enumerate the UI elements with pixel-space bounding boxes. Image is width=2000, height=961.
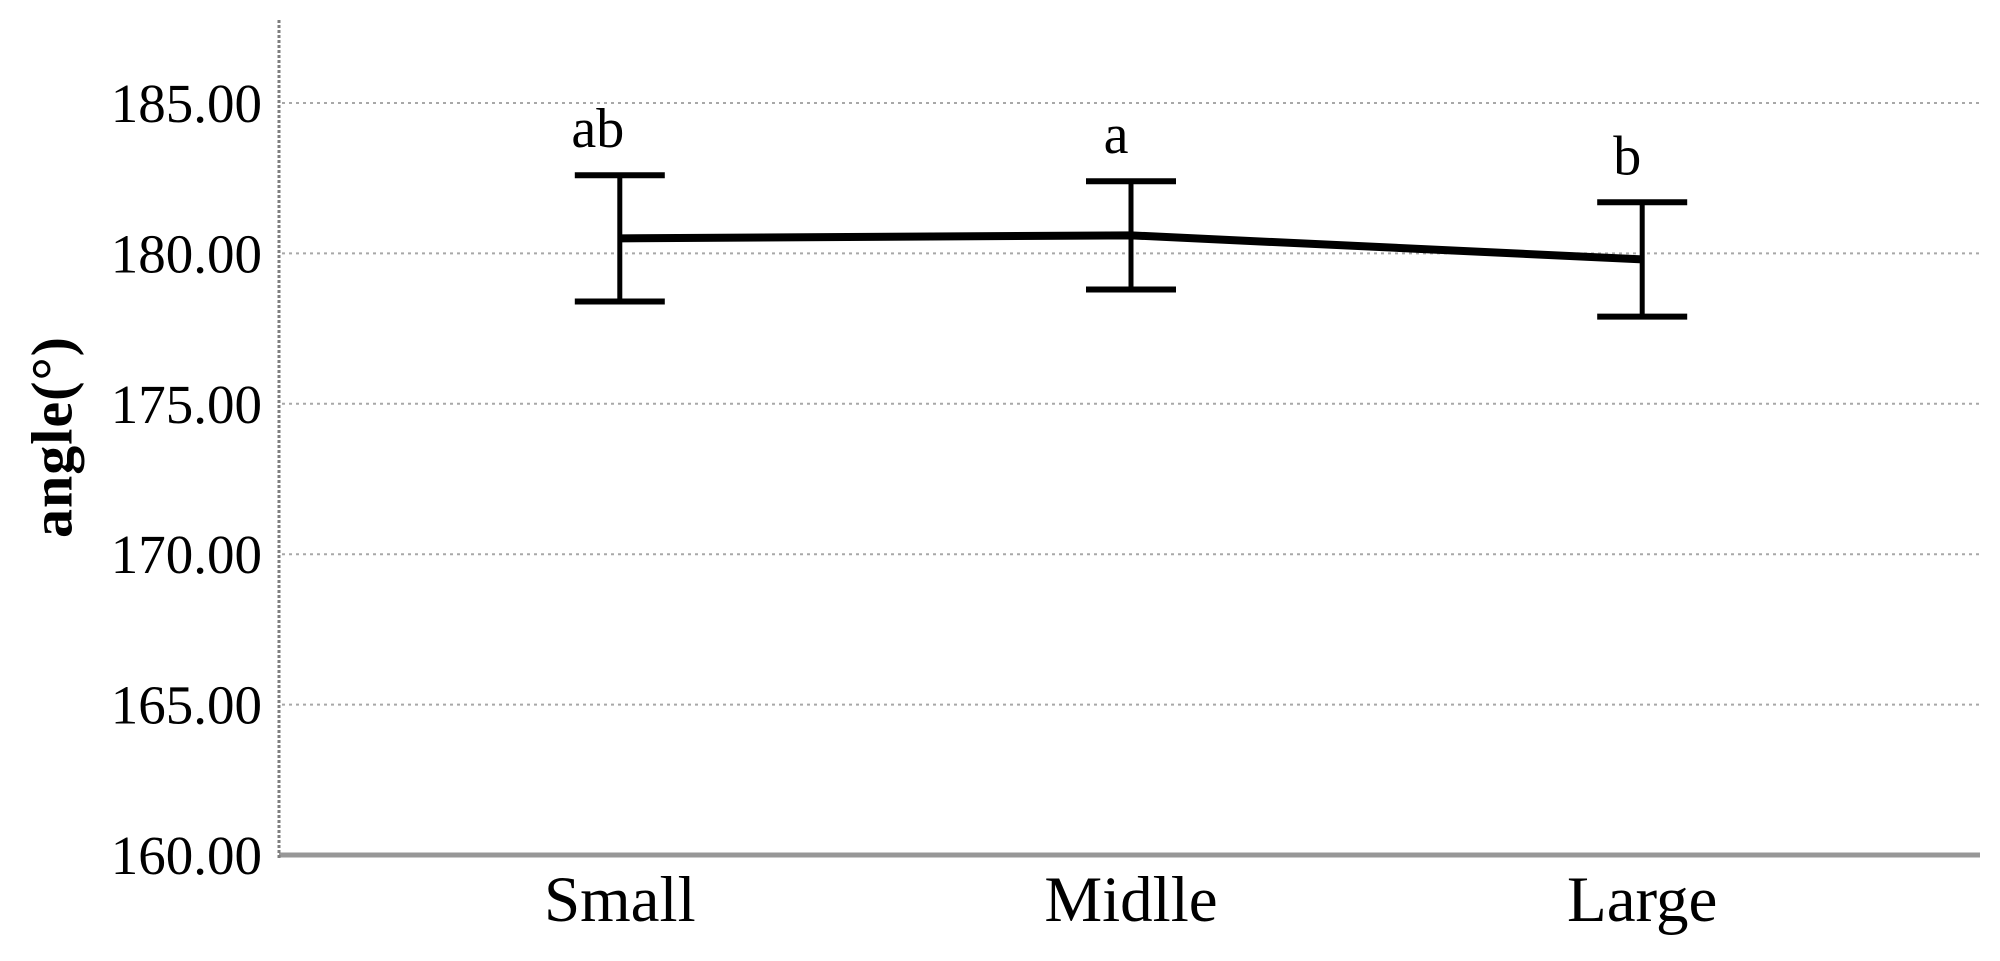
y-tick-label-185: 185.00	[111, 73, 262, 134]
x-category-label-small: Small	[544, 864, 696, 936]
y-tick-label-160: 160.00	[111, 825, 262, 886]
sig-letter-small: ab	[571, 98, 624, 160]
y-tick-label-175: 175.00	[111, 374, 262, 435]
y-tick-label-165: 165.00	[111, 675, 262, 736]
y-tick-label-180: 180.00	[111, 223, 262, 284]
y-tick-label-170: 170.00	[111, 524, 262, 585]
sig-letter-midlle: a	[1104, 104, 1129, 166]
x-category-label-midlle: Midlle	[1044, 864, 1217, 936]
sig-letter-large: b	[1613, 125, 1641, 187]
x-category-label-large: Large	[1567, 864, 1717, 936]
